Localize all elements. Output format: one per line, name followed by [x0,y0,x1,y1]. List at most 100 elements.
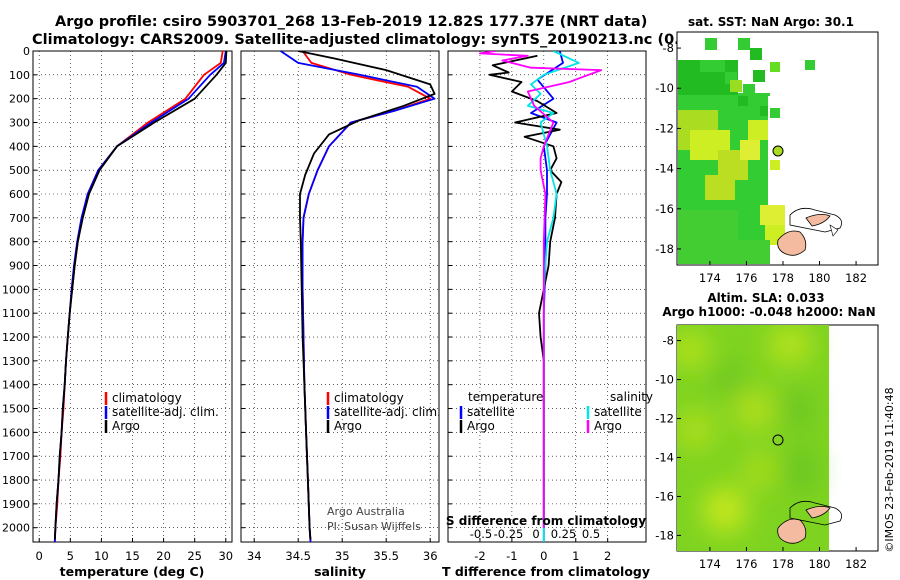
figure-title-line1: Argo profile: csiro 5903701_268 13-Feb-2… [55,14,647,30]
sla-argo-position-marker [772,434,784,446]
s-difference-xlabel: S difference from climatology [446,514,646,528]
x-tick-label: 0 [36,549,43,563]
x-tick-label: 15 [125,549,140,563]
legend-climatology-label: climatology [112,391,182,405]
map-y-tick-label: -12 [655,412,674,426]
series-line-argo [298,51,436,540]
legend-satellite-label: satellite-adj. clim. [112,405,219,419]
y-tick-label: 2000 [2,522,30,535]
series-group [478,51,603,542]
difference-legend-salinity: salinity satellite Argo [586,390,653,433]
map-x-tick-label: 176 [735,557,757,571]
credit-pi: PI: Susan Wijffels [327,520,421,533]
timestamp-stamp: ©IMOS 23-Feb-2019 11:40:48 [883,387,896,552]
x-tick-label: 2 [604,549,611,563]
y-tick-label: 1200 [2,331,30,344]
sla-map-subtitle: Argo h1000: -0.048 h2000: NaN [662,305,875,319]
map-y-tick-label: -16 [655,202,674,216]
y-tick-label: 0 [23,45,30,58]
map-x-tick-label: 180 [809,557,831,571]
axis-ticks: 0100200300400500600700800900100011001200… [2,45,611,563]
map-x-tick-label: 176 [735,271,757,285]
x-tick-label: 20 [156,549,171,563]
x-tick-label: 1 [572,549,579,563]
sla-fiji-islands [777,500,843,544]
temperature-panel [32,50,233,543]
y-tick-label: 1800 [2,474,30,487]
x-tick-label: 34.5 [285,549,311,563]
sst-map-title: sat. SST: NaN Argo: 30.1 [688,15,854,29]
map-x-tick-label: 174 [699,557,721,571]
x-tick-label: 36 [423,549,438,563]
sst-map-field [678,33,828,264]
x-top-tick-label: 0.5 [582,527,600,541]
y-tick-label: 200 [9,93,30,106]
sla-map-field [677,325,829,551]
salinity-legend: climatology satellite-adj. clim. Argo [326,391,441,433]
legend-temperature-title: temperature [468,390,543,404]
legend-climatology-label: climatology [334,391,404,405]
t-difference-xlabel: T difference from climatology [442,564,650,579]
y-tick-label: 500 [9,164,30,177]
sst-argo-position-marker [772,145,784,157]
x-tick-label: -1 [506,549,517,563]
x-top-tick-label: -0.25 [494,527,524,541]
map-x-tick-label: 178 [772,557,794,571]
x-tick-label: 34 [247,549,262,563]
x-top-tick-label: 0 [532,527,539,541]
legend-satellite-label: satellite-adj. clim. [334,405,441,419]
map-x-tick-label: 182 [845,271,867,285]
temperature-legend: climatology satellite-adj. clim. Argo [104,391,219,433]
profile-series [53,51,603,542]
x-tick-label: 0 [540,549,547,563]
sla-map-ticks: 174 176 178 180 182 -8 -10 -12 -14 -16 -18 [655,334,867,571]
difference-legend-temperature: temperature satellite Argo [459,390,543,433]
legend-t-satellite-label: satellite [467,405,515,419]
y-tick-label: 1600 [2,426,30,439]
map-y-tick-label: -12 [655,121,674,135]
map-y-tick-label: -18 [655,242,674,256]
y-tick-label: 1500 [2,403,30,416]
map-x-tick-label: 182 [845,557,867,571]
y-tick-label: 400 [9,140,30,153]
figure-title-line2: Climatology: CARS2009. Satellite-adjuste… [32,32,776,48]
sst-map-ticks: 174 176 178 180 182 -8 -10 -12 -14 -16 -18 [655,41,867,285]
y-tick-label: 700 [9,212,30,225]
y-tick-label: 1700 [2,450,30,463]
y-tick-label: 1100 [2,307,30,320]
legend-s-satellite-label: satellite [594,405,642,419]
y-tick-label: 1400 [2,379,30,392]
x-tick-label: 10 [94,549,109,563]
legend-argo-label: Argo [112,419,140,433]
difference-panel [447,50,647,543]
credit-institution: Argo Australia [327,505,405,518]
map-y-tick-label: -10 [655,373,674,387]
map-y-tick-label: -14 [655,162,674,176]
map-y-tick-label: -8 [663,334,674,348]
sst-fiji-islands [777,207,843,256]
legend-argo-label: Argo [334,419,362,433]
map-y-tick-label: -10 [655,81,674,95]
map-x-tick-label: 178 [772,271,794,285]
x-tick-label: 25 [187,549,202,563]
map-y-tick-label: -18 [655,528,674,542]
map-x-tick-label: 174 [699,271,721,285]
series-group [280,51,436,542]
x-tick-label: 35.5 [373,549,399,563]
map-y-tick-label: -8 [663,41,674,55]
map-y-tick-label: -16 [655,489,674,503]
temperature-xlabel: temperature (deg C) [60,564,205,579]
salinity-xlabel: salinity [314,564,366,579]
y-tick-label: 300 [9,117,30,130]
y-tick-label: 800 [9,236,30,249]
y-tick-label: 1900 [2,498,30,511]
y-tick-label: 1300 [2,355,30,368]
y-tick-label: 1000 [2,283,30,296]
legend-t-argo-label: Argo [467,419,495,433]
x-tick-label: -2 [474,549,485,563]
x-tick-label: 30 [218,549,233,563]
x-top-tick-label: -0.5 [470,527,492,541]
series-line-argo [53,51,228,540]
series-line-s-argo [478,51,603,528]
